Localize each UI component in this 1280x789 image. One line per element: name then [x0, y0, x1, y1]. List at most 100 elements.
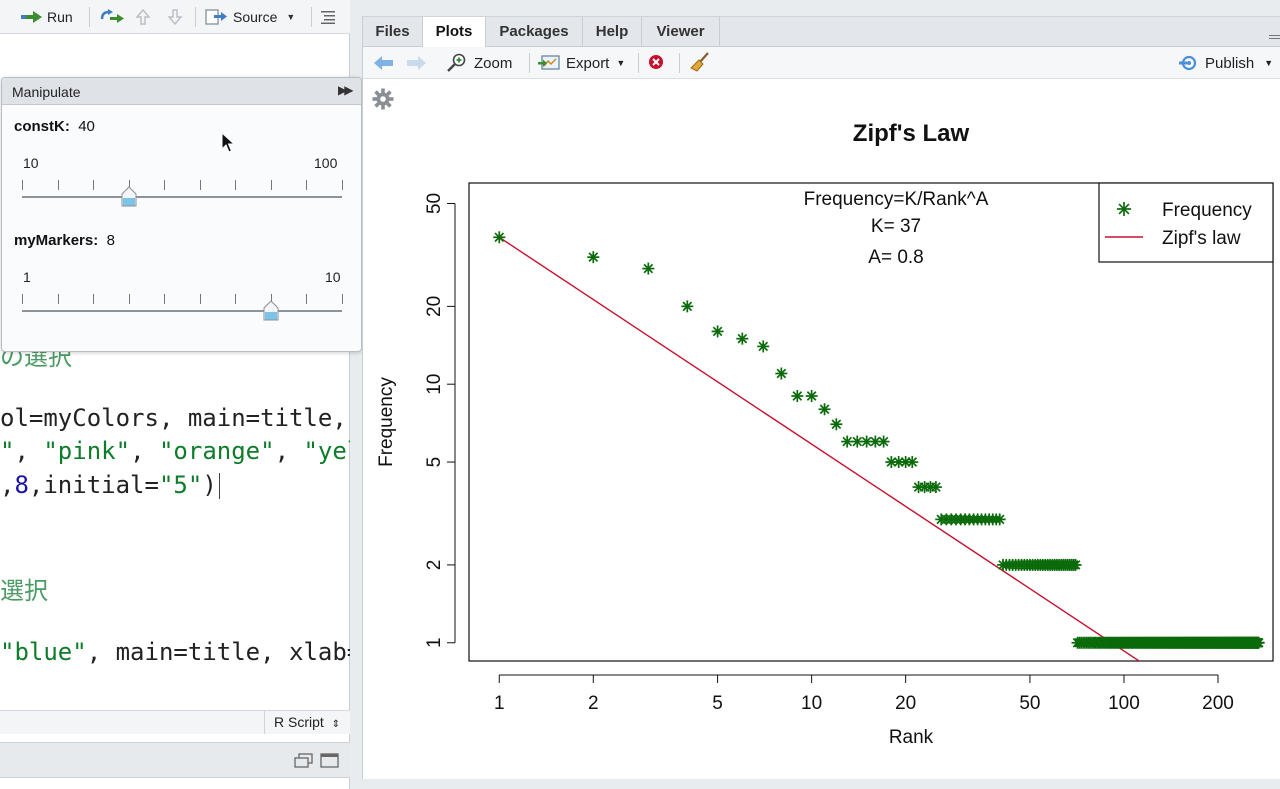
slider-tick	[93, 294, 94, 304]
go-next-section-button[interactable]	[166, 5, 184, 29]
plots-pane: Files Plots Packages Help Viewer Zo	[362, 17, 1280, 779]
mymarkers-min-label: 1	[23, 269, 31, 285]
constk-slider[interactable]	[22, 176, 343, 208]
slider-tick	[342, 294, 343, 304]
zipf-law-line	[498, 236, 1141, 661]
zoom-button[interactable]: Zoom	[446, 51, 512, 75]
toolbar-separator	[195, 7, 196, 27]
pane-resize-handle[interactable]	[1269, 35, 1280, 39]
run-icon	[21, 11, 42, 23]
constk-max-label: 100	[314, 155, 338, 171]
window-top-strip	[362, 0, 1280, 17]
slider-tick	[306, 294, 307, 304]
outline-icon	[321, 11, 335, 24]
constk-label: constK: 40	[14, 118, 95, 135]
source-icon	[205, 9, 227, 25]
slider-tick	[22, 180, 23, 190]
slider-tick	[58, 180, 59, 190]
file-type-label: R Script	[274, 714, 324, 730]
console-pane-header	[0, 742, 350, 778]
slider-thumb[interactable]	[121, 186, 137, 208]
collapse-panel-icon[interactable]: ▶▶	[338, 83, 354, 97]
plot-viewer: Zipf's Law 1 2 5 10 20 50 100 200 Rank 1 2 5 10 20 50 Fr…	[363, 79, 1280, 779]
x-tick-label: 50	[1019, 693, 1040, 714]
x-tick-label: 2	[588, 693, 599, 714]
mymarkers-value: 8	[106, 232, 115, 249]
chevron-down-icon: ▼	[616, 58, 626, 68]
frequency-point	[906, 456, 919, 469]
x-tick-label: 20	[895, 693, 916, 714]
forward-arrow-icon[interactable]	[405, 54, 427, 72]
frequency-point	[642, 262, 655, 275]
editor-status-bar: R Script ⇕	[0, 710, 350, 734]
mouse-cursor-icon	[221, 132, 236, 153]
tab-plots[interactable]: Plots	[423, 17, 486, 48]
manipulate-header: Manipulate ▶▶	[2, 78, 361, 105]
slider-tick	[22, 294, 23, 304]
restore-pane-icon[interactable]	[294, 753, 314, 769]
slider-tick	[164, 180, 165, 190]
maximize-pane-icon[interactable]	[320, 753, 340, 769]
y-tick-label: 10	[424, 374, 445, 395]
slider-track	[22, 196, 342, 198]
slider-tick	[200, 294, 201, 304]
publish-icon	[1179, 55, 1197, 71]
remove-plot-icon[interactable]	[647, 53, 665, 71]
x-tick-label: 200	[1202, 693, 1234, 714]
back-arrow-icon[interactable]	[373, 54, 395, 72]
frequency-point	[929, 481, 942, 494]
slider-tick	[235, 294, 236, 304]
publish-label: Publish	[1205, 54, 1255, 72]
export-button[interactable]: Export ▼	[537, 51, 625, 75]
rerun-button[interactable]	[99, 5, 125, 29]
chevron-down-icon: ▼	[1264, 58, 1274, 68]
go-previous-section-button[interactable]	[134, 5, 152, 29]
toolbar-separator	[311, 7, 312, 27]
frequency-point	[1069, 558, 1082, 571]
tab-viewer[interactable]: Viewer	[642, 17, 720, 47]
tab-files[interactable]: Files	[363, 17, 423, 47]
x-tick-label: 100	[1108, 693, 1140, 714]
plots-toolbar: Zoom Export ▼	[363, 47, 1280, 79]
frequency-point	[818, 403, 831, 416]
constk-min-label: 10	[23, 155, 39, 171]
code-line: ", "pink", "orange", "yel	[0, 437, 350, 465]
source-button[interactable]: Source ▼	[205, 5, 295, 29]
run-button[interactable]: Run	[20, 5, 73, 29]
legend-frequency-label: Frequency	[1162, 200, 1252, 221]
slider-tick	[93, 180, 94, 190]
file-type-selector[interactable]: R Script ⇕	[264, 711, 340, 734]
y-tick-label: 5	[424, 457, 445, 468]
publish-button[interactable]: Publish ▼	[1178, 51, 1273, 75]
frequency-point	[736, 332, 749, 345]
manipulate-title: Manipulate	[12, 84, 81, 100]
source-label: Source	[233, 9, 278, 25]
document-outline-button[interactable]	[320, 5, 336, 29]
tab-help[interactable]: Help	[583, 17, 642, 47]
frequency-point	[877, 435, 890, 448]
formula-annotation: Frequency=K/Rank^A	[804, 189, 989, 210]
frequency-point	[711, 325, 724, 338]
frequency-point	[775, 367, 788, 380]
frequency-point	[993, 513, 1006, 526]
chevron-down-icon[interactable]: ▼	[286, 12, 296, 22]
export-icon	[538, 55, 560, 70]
slider-tick	[271, 294, 272, 304]
code-editor[interactable]: の選択 ol=myColors, main=title, x ", "pink"…	[0, 34, 350, 710]
slider-tick	[129, 180, 130, 190]
gear-icon[interactable]	[372, 88, 394, 110]
slider-tick	[271, 180, 272, 190]
arrow-up-icon	[135, 8, 151, 25]
frequency-point	[791, 390, 804, 403]
slider-thumb[interactable]	[263, 300, 279, 322]
tab-packages[interactable]: Packages	[486, 17, 583, 47]
mymarkers-slider[interactable]	[22, 290, 343, 322]
arrow-down-icon	[167, 9, 183, 26]
legend-frequency-marker	[1117, 202, 1131, 216]
slider-tick	[200, 180, 201, 190]
manipulate-panel: Manipulate ▶▶ constK: 40 10 100 myMarker…	[1, 77, 362, 352]
frequency-point	[587, 251, 600, 264]
frequency-point	[757, 340, 770, 353]
constk-value: 40	[78, 118, 95, 135]
broom-icon[interactable]	[690, 51, 712, 73]
